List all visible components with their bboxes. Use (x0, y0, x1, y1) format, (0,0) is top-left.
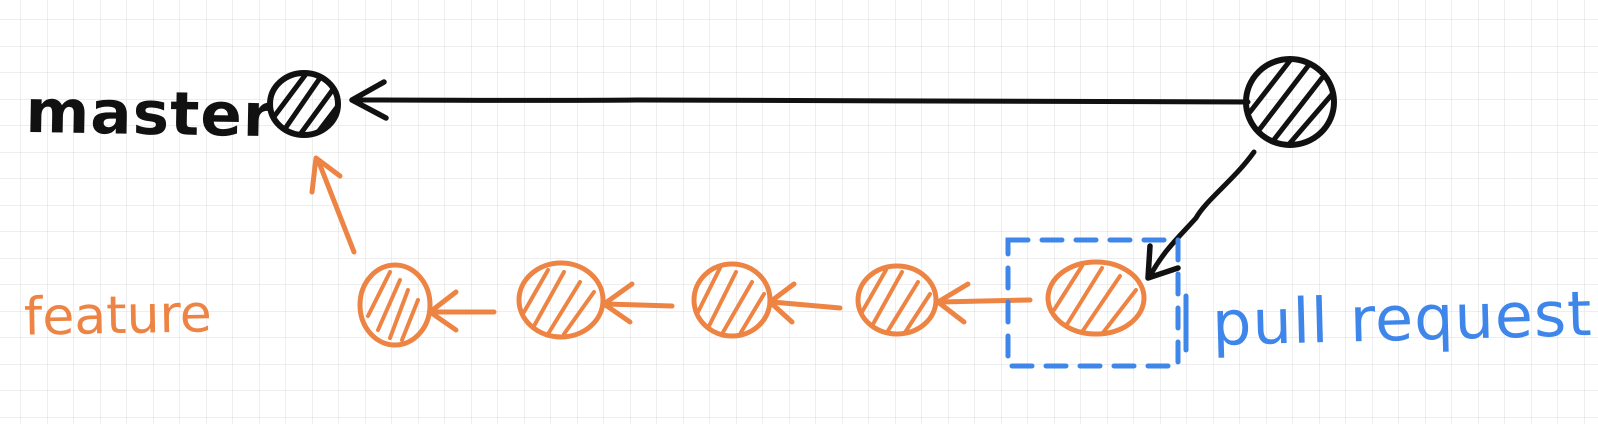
feature-commit-1 (357, 262, 433, 348)
feature-to-master-arrow (309, 155, 357, 255)
merge-arrowhead (1145, 243, 1181, 281)
feature-arrow-5-to-4 (935, 281, 1033, 325)
master-connector-line (349, 97, 1251, 105)
feature-branch-label: feature (23, 284, 213, 348)
master-branch-label: master (24, 76, 275, 152)
master-arrowhead (349, 79, 389, 121)
merge-connector-line (1147, 149, 1257, 279)
master-commit-1 (267, 70, 341, 138)
feature-arrow-3-to-2 (601, 281, 675, 325)
master-commit-2 (1243, 56, 1337, 148)
feature-commit-5 (1045, 259, 1147, 337)
pull-request-label: pull request (1211, 277, 1594, 360)
feature-commit-4 (855, 263, 939, 337)
feature-arrow-4-to-3 (767, 281, 843, 325)
pull-request-box (1005, 237, 1181, 369)
feature-arrow-2-to-1 (427, 289, 497, 333)
feature-commit-2 (516, 260, 606, 340)
